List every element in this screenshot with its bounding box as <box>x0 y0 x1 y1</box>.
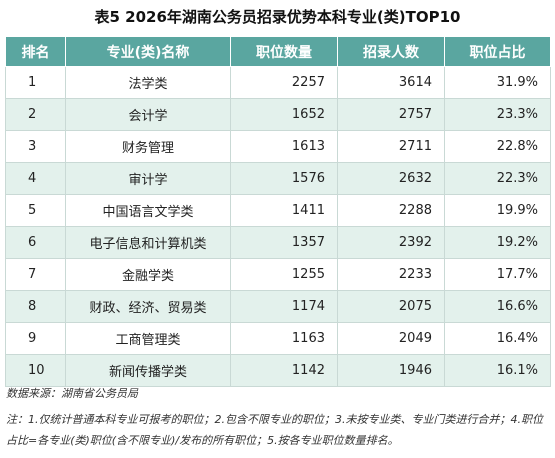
header-share: 职位占比 <box>444 36 551 67</box>
cell-major: 工商管理类 <box>65 322 231 355</box>
cell-recruits: 3614 <box>337 66 445 99</box>
cell-positions: 1576 <box>230 162 338 195</box>
cell-rank: 4 <box>5 162 66 195</box>
cell-major: 法学类 <box>65 66 231 99</box>
cell-rank: 6 <box>5 226 66 259</box>
table-row: 8 财政、经济、贸易类 1174 2075 16.6% <box>5 290 551 323</box>
cell-positions: 1411 <box>230 194 338 227</box>
table-row: 6 电子信息和计算机类 1357 2392 19.2% <box>5 226 551 259</box>
cell-share: 23.3% <box>444 98 551 131</box>
cell-rank: 1 <box>5 66 66 99</box>
cell-share: 16.6% <box>444 290 551 323</box>
cell-major: 金融学类 <box>65 258 231 291</box>
cell-recruits: 2632 <box>337 162 445 195</box>
cell-recruits: 2049 <box>337 322 445 355</box>
cell-rank: 8 <box>5 290 66 323</box>
table-row: 10 新闻传播学类 1142 1946 16.1% <box>5 354 551 387</box>
footnote: 注：1.仅统计普通本科专业可报考的职位；2.包含不限专业的职位；3.未按专业类、… <box>6 413 543 447</box>
cell-positions: 1613 <box>230 130 338 163</box>
cell-recruits: 2075 <box>337 290 445 323</box>
cell-share: 19.2% <box>444 226 551 259</box>
cell-rank: 2 <box>5 98 66 131</box>
cell-positions: 1652 <box>230 98 338 131</box>
cell-positions: 2257 <box>230 66 338 99</box>
cell-rank: 3 <box>5 130 66 163</box>
cell-major: 新闻传播学类 <box>65 354 231 387</box>
cell-share: 16.4% <box>444 322 551 355</box>
table-row: 9 工商管理类 1163 2049 16.4% <box>5 322 551 355</box>
cell-positions: 1142 <box>230 354 338 387</box>
cell-positions: 1163 <box>230 322 338 355</box>
cell-rank: 9 <box>5 322 66 355</box>
cell-recruits: 2711 <box>337 130 445 163</box>
cell-positions: 1255 <box>230 258 338 291</box>
cell-major: 财务管理 <box>65 130 231 163</box>
cell-major: 电子信息和计算机类 <box>65 226 231 259</box>
data-source: 数据来源：湖南省公务员局 <box>6 387 138 400</box>
table-row: 5 中国语言文学类 1411 2288 19.9% <box>5 194 551 227</box>
cell-recruits: 1946 <box>337 354 445 387</box>
table-row: 4 审计学 1576 2632 22.3% <box>5 162 551 195</box>
cell-major: 中国语言文学类 <box>65 194 231 227</box>
table-row: 1 法学类 2257 3614 31.9% <box>5 66 551 99</box>
cell-positions: 1357 <box>230 226 338 259</box>
table-header-row: 排名 专业(类)名称 职位数量 招录人数 职位占比 <box>5 36 551 67</box>
cell-share: 22.3% <box>444 162 551 195</box>
cell-recruits: 2392 <box>337 226 445 259</box>
cell-share: 17.7% <box>444 258 551 291</box>
cell-major: 财政、经济、贸易类 <box>65 290 231 323</box>
cell-recruits: 2233 <box>337 258 445 291</box>
cell-share: 19.9% <box>444 194 551 227</box>
cell-share: 22.8% <box>444 130 551 163</box>
cell-major: 审计学 <box>65 162 231 195</box>
cell-rank: 10 <box>5 354 66 387</box>
cell-recruits: 2288 <box>337 194 445 227</box>
header-positions: 职位数量 <box>230 36 338 67</box>
cell-share: 16.1% <box>444 354 551 387</box>
ranking-table: 排名 专业(类)名称 职位数量 招录人数 职位占比 1 法学类 2257 3614 31… <box>5 36 551 387</box>
cell-recruits: 2757 <box>337 98 445 131</box>
header-major: 专业(类)名称 <box>65 36 231 67</box>
table-title: 表5 2026年湖南公务员招录优势本科专业(类)TOP10 <box>94 8 461 26</box>
table-row: 3 财务管理 1613 2711 22.8% <box>5 130 551 163</box>
table-row: 2 会计学 1652 2757 23.3% <box>5 98 551 131</box>
table-row: 7 金融学类 1255 2233 17.7% <box>5 258 551 291</box>
cell-rank: 5 <box>5 194 66 227</box>
header-rank: 排名 <box>5 36 66 67</box>
cell-major: 会计学 <box>65 98 231 131</box>
cell-positions: 1174 <box>230 290 338 323</box>
cell-rank: 7 <box>5 258 66 291</box>
cell-share: 31.9% <box>444 66 551 99</box>
header-recruits: 招录人数 <box>337 36 445 67</box>
